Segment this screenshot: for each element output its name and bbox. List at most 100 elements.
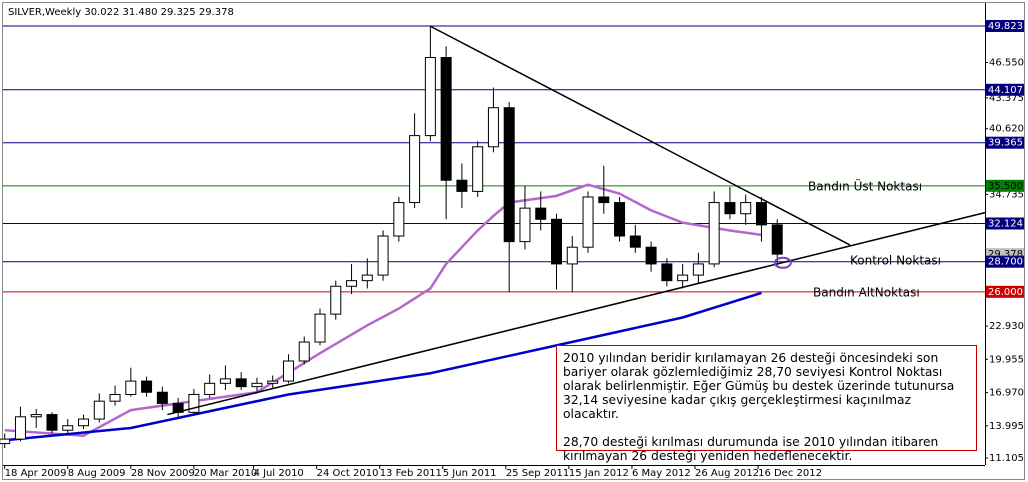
- candle-body: [30, 414, 42, 418]
- x-tick-label: 13 Feb 2011: [380, 468, 442, 479]
- level-label: 26.000: [988, 287, 1023, 298]
- x-tick-label: 15 Jan 2012: [569, 468, 629, 479]
- y-tick-label: 22.930: [989, 321, 1024, 332]
- candle-body: [188, 393, 200, 413]
- candle-body: [472, 146, 484, 192]
- level-label: 49.823: [988, 21, 1023, 32]
- level-label-bg: [986, 20, 1024, 33]
- y-tick-label: 34.735: [989, 189, 1024, 200]
- candle-body: [456, 179, 468, 192]
- candle-body: [614, 202, 626, 237]
- candle-body: [62, 425, 74, 431]
- marker: [773, 256, 792, 269]
- x-tick-label: 28 Nov 2009: [131, 468, 195, 479]
- candle-body: [330, 285, 342, 315]
- candle-body: [141, 380, 153, 393]
- candle-body: [0, 438, 11, 445]
- y-tick-label: 40.620: [989, 124, 1024, 135]
- candle-body: [755, 202, 767, 226]
- candle-body: [78, 418, 90, 427]
- candle-body: [393, 202, 405, 237]
- candle-body: [487, 107, 499, 148]
- annotation: Bandın Üst Noktası: [808, 178, 922, 194]
- y-tick-label: 19.955: [989, 354, 1024, 365]
- candle-body: [503, 107, 515, 243]
- y-tick-label: 13.995: [989, 421, 1024, 432]
- x-tick-label: 26 Aug 2012: [695, 468, 759, 479]
- level-label: 39.365: [988, 138, 1023, 149]
- y-tick-label: 43.375: [989, 93, 1024, 104]
- candle-body: [661, 263, 673, 282]
- level-label-bg: [986, 179, 1024, 192]
- candle-body: [535, 207, 547, 220]
- candle-body: [440, 57, 452, 181]
- level-label-bg: [986, 83, 1024, 96]
- level-label: 44.107: [988, 85, 1023, 96]
- candle-body: [204, 382, 216, 395]
- x-tick-label: 16 Dec 2012: [758, 468, 822, 479]
- note-paragraph: 2010 yılından beridir kırılamayan 26 des…: [563, 351, 955, 421]
- annotation: Kontrol Noktası: [850, 254, 941, 268]
- candle-body: [409, 135, 421, 204]
- candle-body: [219, 378, 231, 384]
- candle-body: [771, 224, 783, 255]
- candle-body: [519, 207, 531, 243]
- note-paragraph: 28,70 desteği kırılması durumunda ise 20…: [563, 435, 939, 463]
- level-label-bg: [986, 217, 1024, 230]
- candle-body: [598, 196, 610, 204]
- candle-body: [566, 246, 578, 265]
- candle-body: [235, 378, 247, 388]
- y-tick-label: 16.970: [989, 388, 1024, 399]
- candle-body: [282, 360, 294, 382]
- candle-body: [677, 274, 689, 282]
- candle-body: [298, 341, 310, 362]
- candle-body: [46, 414, 58, 431]
- y-tick-label: 46.550: [989, 58, 1024, 69]
- annotation: Bandın AltNoktası: [813, 286, 920, 300]
- level-label-bg: [986, 285, 1024, 298]
- candle-body: [582, 196, 594, 248]
- chart-title: SILVER,Weekly 30.022 31.480 29.325 29.37…: [8, 7, 234, 18]
- trendline: [167, 211, 986, 416]
- candle-body: [740, 202, 752, 215]
- candle-body: [551, 218, 563, 265]
- candle-body: [629, 235, 641, 248]
- candle-body: [708, 202, 720, 265]
- candle-body: [251, 382, 263, 388]
- moving-average: [4, 183, 762, 438]
- candle-body: [361, 274, 373, 282]
- level-label: 35.500: [988, 181, 1023, 192]
- candle-body: [424, 57, 436, 137]
- y-tick-label: 11.105: [989, 453, 1024, 464]
- candle-body: [377, 235, 389, 276]
- candle-body: [314, 313, 326, 343]
- candle-body: [156, 391, 168, 404]
- candle-body: [724, 202, 736, 215]
- level-label: 32.124: [988, 218, 1023, 229]
- x-tick-label: 4 Jul 2010: [254, 468, 304, 479]
- note-box: 2010 yılından beridir kırılamayan 26 des…: [556, 345, 977, 463]
- x-tick-label: 20 Mar 2010: [194, 468, 257, 479]
- trendline: [430, 25, 851, 246]
- x-tick-label: 6 May 2012: [632, 468, 691, 479]
- candle-body: [346, 280, 358, 287]
- candle-body: [692, 263, 704, 276]
- candle-body: [14, 416, 26, 440]
- moving-average: [4, 291, 762, 442]
- x-tick-label: 18 Apr 2009: [5, 468, 67, 479]
- candle-body: [645, 246, 657, 265]
- level-label-bg: [986, 255, 1024, 268]
- candle-body: [109, 393, 121, 402]
- x-tick-label: 25 Sep 2011: [506, 468, 569, 479]
- level-label: 28.700: [988, 257, 1023, 268]
- price-label: 29.378: [988, 249, 1023, 260]
- candle-body: [93, 400, 105, 420]
- x-tick-label: 24 Oct 2010: [317, 468, 379, 479]
- candle-body: [125, 380, 137, 395]
- level-label-bg: [986, 136, 1024, 149]
- candle-body: [267, 380, 279, 384]
- x-tick-label: 5 Jun 2011: [443, 468, 497, 479]
- x-tick-label: 8 Aug 2009: [68, 468, 126, 479]
